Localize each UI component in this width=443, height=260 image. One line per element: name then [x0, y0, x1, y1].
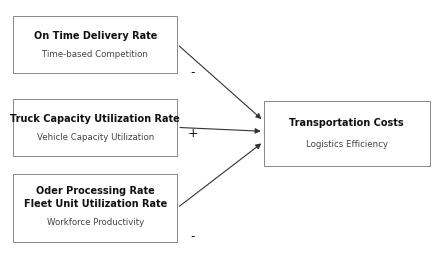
Text: Workforce Productivity: Workforce Productivity: [47, 218, 144, 227]
Text: +: +: [187, 127, 198, 140]
FancyBboxPatch shape: [13, 174, 177, 242]
Text: Fleet Unit Utilization Rate: Fleet Unit Utilization Rate: [23, 199, 167, 209]
Text: Transportation Costs: Transportation Costs: [289, 119, 404, 128]
Text: Oder Processing Rate: Oder Processing Rate: [36, 186, 155, 196]
Text: On Time Delivery Rate: On Time Delivery Rate: [34, 31, 157, 41]
Text: Logistics Efficiency: Logistics Efficiency: [306, 140, 388, 149]
FancyBboxPatch shape: [13, 99, 177, 156]
FancyBboxPatch shape: [13, 16, 177, 73]
Text: Vehicle Capacity Utilization: Vehicle Capacity Utilization: [37, 133, 154, 142]
Text: -: -: [190, 66, 195, 79]
Text: Time-based Competition: Time-based Competition: [43, 50, 148, 59]
Text: -: -: [190, 230, 195, 243]
Text: Truck Capacity Utilization Rate: Truck Capacity Utilization Rate: [10, 114, 180, 124]
FancyBboxPatch shape: [264, 101, 430, 166]
